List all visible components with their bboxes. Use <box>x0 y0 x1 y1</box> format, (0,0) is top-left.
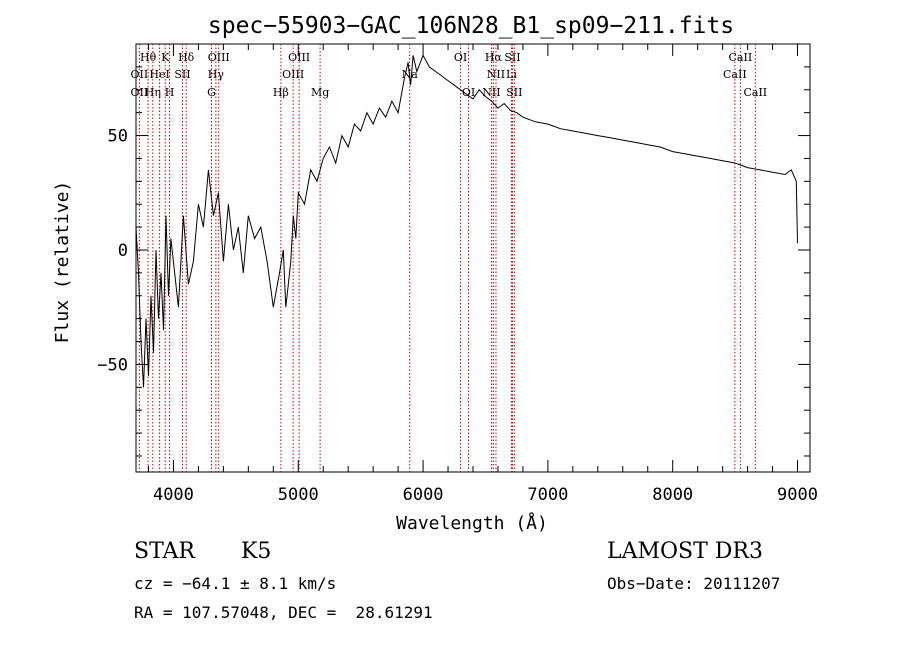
spectral-line-label: OI <box>454 51 467 64</box>
spectral-line-label: Hθ <box>140 51 157 64</box>
coordinates: RA = 107.57048, DEC = 28.61291 <box>134 603 433 622</box>
plot-frame <box>135 43 811 473</box>
x-axis-ticks: 4000 5000 6000 7000 8000 9000 <box>147 44 818 505</box>
survey-name: LAMOST DR3 <box>607 539 763 564</box>
spectral-line-label: H <box>165 86 175 99</box>
spectral-line-label: CaII <box>743 86 767 99</box>
spectral-line-label: SII <box>506 86 522 99</box>
spectral-line-label: CaII <box>729 51 753 64</box>
spectral-line-label: SII <box>174 68 190 81</box>
spectral-line-label: Hβ <box>273 86 289 99</box>
spectral-line-label: G <box>207 86 216 99</box>
spectral-line-label: OII <box>131 86 149 99</box>
x-tick-label: 4000 <box>153 485 194 505</box>
observation-date: Obs−Date: 20111207 <box>607 574 781 593</box>
spectral-line-label: NII <box>487 68 505 81</box>
spectral-line-label: NII <box>482 86 500 99</box>
spectral-line-label: OIII <box>208 51 230 64</box>
x-tick-label: 9000 <box>777 485 818 505</box>
spectral-line-label: OIII <box>282 68 304 81</box>
spectral-line-label: SII <box>504 51 520 64</box>
subclass: K5 <box>241 539 272 564</box>
spectrum-chart: spec−55903−GAC_106N28_B1_sp09−211.fits H… <box>52 13 818 534</box>
spectral-line-label: Hδ <box>178 51 195 64</box>
x-tick-label: 5000 <box>278 485 319 505</box>
radial-velocity: cz = −64.1 ± 8.1 km/s <box>134 574 337 593</box>
object-type: STAR <box>134 539 195 564</box>
y-tick-label: 0 <box>118 241 128 261</box>
spectral-line-label: Li <box>506 68 517 81</box>
spectral-line-label: OII <box>131 68 149 81</box>
spectral-line-label: OIII <box>288 51 310 64</box>
x-tick-label: 6000 <box>403 485 444 505</box>
spectral-line-label: Hγ <box>208 68 225 81</box>
x-tick-label: 7000 <box>527 485 568 505</box>
y-tick-label: 50 <box>108 127 128 147</box>
spectrum-line <box>135 54 798 388</box>
chart-title: spec−55903−GAC_106N28_B1_sp09−211.fits <box>208 13 734 39</box>
spectral-line-markers <box>138 44 756 472</box>
x-axis-label: Wavelength (Å) <box>396 512 548 534</box>
spectral-line-label: HeI <box>149 68 169 81</box>
x-tick-label: 8000 <box>652 485 693 505</box>
spectral-line-label: Hα <box>485 51 503 64</box>
y-axis-label: Flux (relative) <box>52 181 73 344</box>
spectral-line-label: Hη <box>145 86 161 99</box>
spectral-line-label: K <box>161 51 170 64</box>
y-axis-ticks: −50 0 50 <box>97 66 810 457</box>
spectral-line-label: OI <box>462 86 475 99</box>
spectral-line-label: CaII <box>723 68 747 81</box>
spectral-line-label: Mg <box>311 86 329 99</box>
y-tick-label: −50 <box>97 355 128 375</box>
